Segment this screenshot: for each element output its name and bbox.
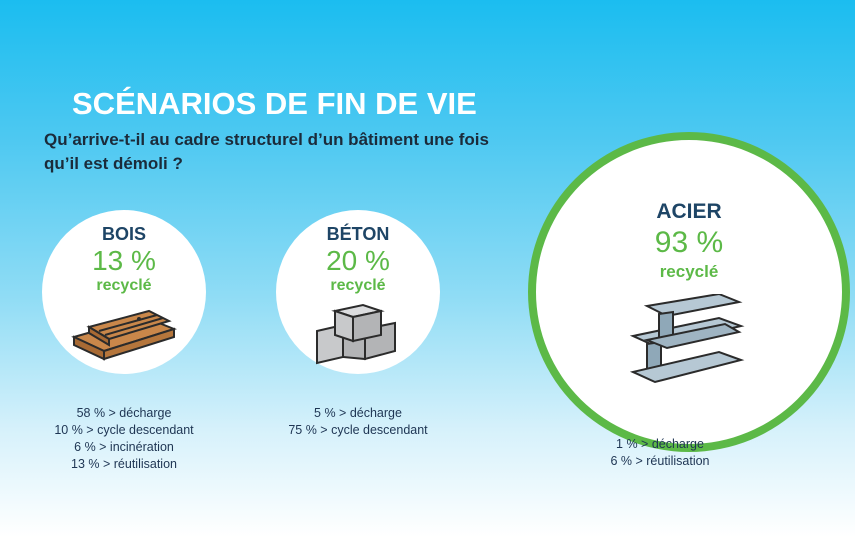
outcome-item: 58 % > décharge xyxy=(76,406,172,420)
recycled-percent: 13 % xyxy=(92,245,156,276)
steel-beams-icon xyxy=(629,294,745,384)
steel-outcomes: 1 % > décharge 6 % > réutilisation xyxy=(580,436,740,470)
outcome-item: 5 % > décharge xyxy=(314,406,402,420)
recycled-label: recyclé xyxy=(96,277,152,294)
material-name: BOIS xyxy=(101,224,146,244)
recycled-label: recyclé xyxy=(659,262,719,281)
outcome-item: 13 % > réutilisation xyxy=(71,457,177,471)
outcome-item: 75 % > cycle descendant xyxy=(288,423,428,437)
wood-card: BOIS 13 % recyclé xyxy=(42,210,206,374)
outcome-item: 6 % > réutilisation xyxy=(610,454,710,468)
material-name: ACIER xyxy=(656,200,722,223)
concrete-outcomes: 5 % > décharge 75 % > cycle descendant xyxy=(276,405,440,439)
wood-planks-icon xyxy=(71,309,177,361)
outcome-item: 1 % > décharge xyxy=(616,437,704,451)
steel-card: ACIER 93 % recyclé xyxy=(528,132,850,452)
wood-outcomes: 58 % > décharge 10 % > cycle descendant … xyxy=(44,405,204,473)
recycled-label: recyclé xyxy=(330,277,386,294)
concrete-card: BÉTON 20 % recyclé xyxy=(276,210,440,374)
page-title: SCÉNARIOS DE FIN DE VIE xyxy=(72,86,477,121)
concrete-blocks-icon xyxy=(316,303,396,365)
recycled-percent: 20 % xyxy=(326,245,390,276)
outcome-item: 6 % > incinération xyxy=(74,440,174,454)
material-name: BÉTON xyxy=(326,224,390,244)
recycled-percent: 93 % xyxy=(654,226,724,259)
outcome-item: 10 % > cycle descendant xyxy=(54,423,194,437)
page-subtitle: Qu’arrive-t-il au cadre structurel d’un … xyxy=(44,130,489,173)
